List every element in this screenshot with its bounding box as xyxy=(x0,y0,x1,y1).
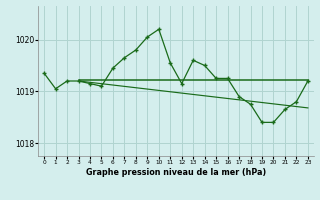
X-axis label: Graphe pression niveau de la mer (hPa): Graphe pression niveau de la mer (hPa) xyxy=(86,168,266,177)
